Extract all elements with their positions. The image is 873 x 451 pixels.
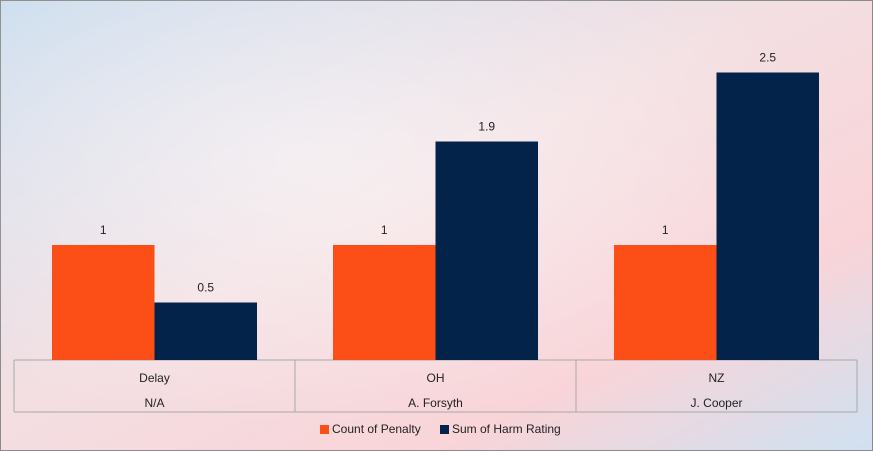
legend-label: Count of Penalty [332, 422, 421, 436]
legend-swatch [440, 425, 449, 434]
bar [435, 141, 538, 360]
bar [614, 245, 717, 360]
category-label: Delay [139, 371, 170, 385]
bar [52, 245, 155, 360]
legend-label: Sum of Harm Rating [452, 422, 561, 436]
bar [154, 302, 257, 360]
category-label: OH [427, 371, 445, 385]
bar [333, 245, 436, 360]
category-label: NZ [709, 371, 725, 385]
subcategory-label: N/A [144, 396, 164, 410]
data-label: 1 [381, 223, 388, 237]
bar [716, 72, 819, 360]
data-label: 0.5 [197, 281, 214, 295]
legend-swatch [320, 425, 329, 434]
data-label: 1.9 [478, 120, 495, 134]
data-label: 1 [100, 223, 107, 237]
data-label: 1 [662, 223, 669, 237]
subcategory-label: A. Forsyth [408, 396, 463, 410]
data-label: 2.5 [759, 51, 776, 65]
subcategory-label: J. Cooper [690, 396, 742, 410]
